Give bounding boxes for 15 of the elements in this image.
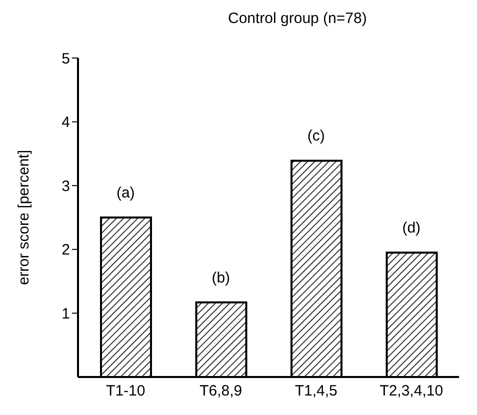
y-axis-title: error score [percent] — [15, 150, 32, 286]
annotation: (c) — [307, 128, 325, 145]
x-tick-label: T2,3,4,10 — [380, 382, 444, 400]
x-tick-label: T6,8,9 — [200, 382, 242, 400]
y-tick-label: 1 — [62, 306, 70, 323]
chart-title: Control group (n=78) — [228, 10, 367, 27]
y-tick-label: 3 — [62, 178, 70, 195]
y-tick-label: 2 — [62, 242, 70, 259]
y-tick-label: 4 — [62, 114, 70, 132]
x-tick-label: T1-10 — [106, 382, 146, 400]
annotation: (a) — [116, 184, 135, 202]
x-tick-label: T1,4,5 — [294, 382, 338, 400]
annotation: (b) — [212, 269, 230, 286]
annotation: (d) — [402, 220, 421, 237]
y-tick-label: 5 — [62, 50, 70, 68]
